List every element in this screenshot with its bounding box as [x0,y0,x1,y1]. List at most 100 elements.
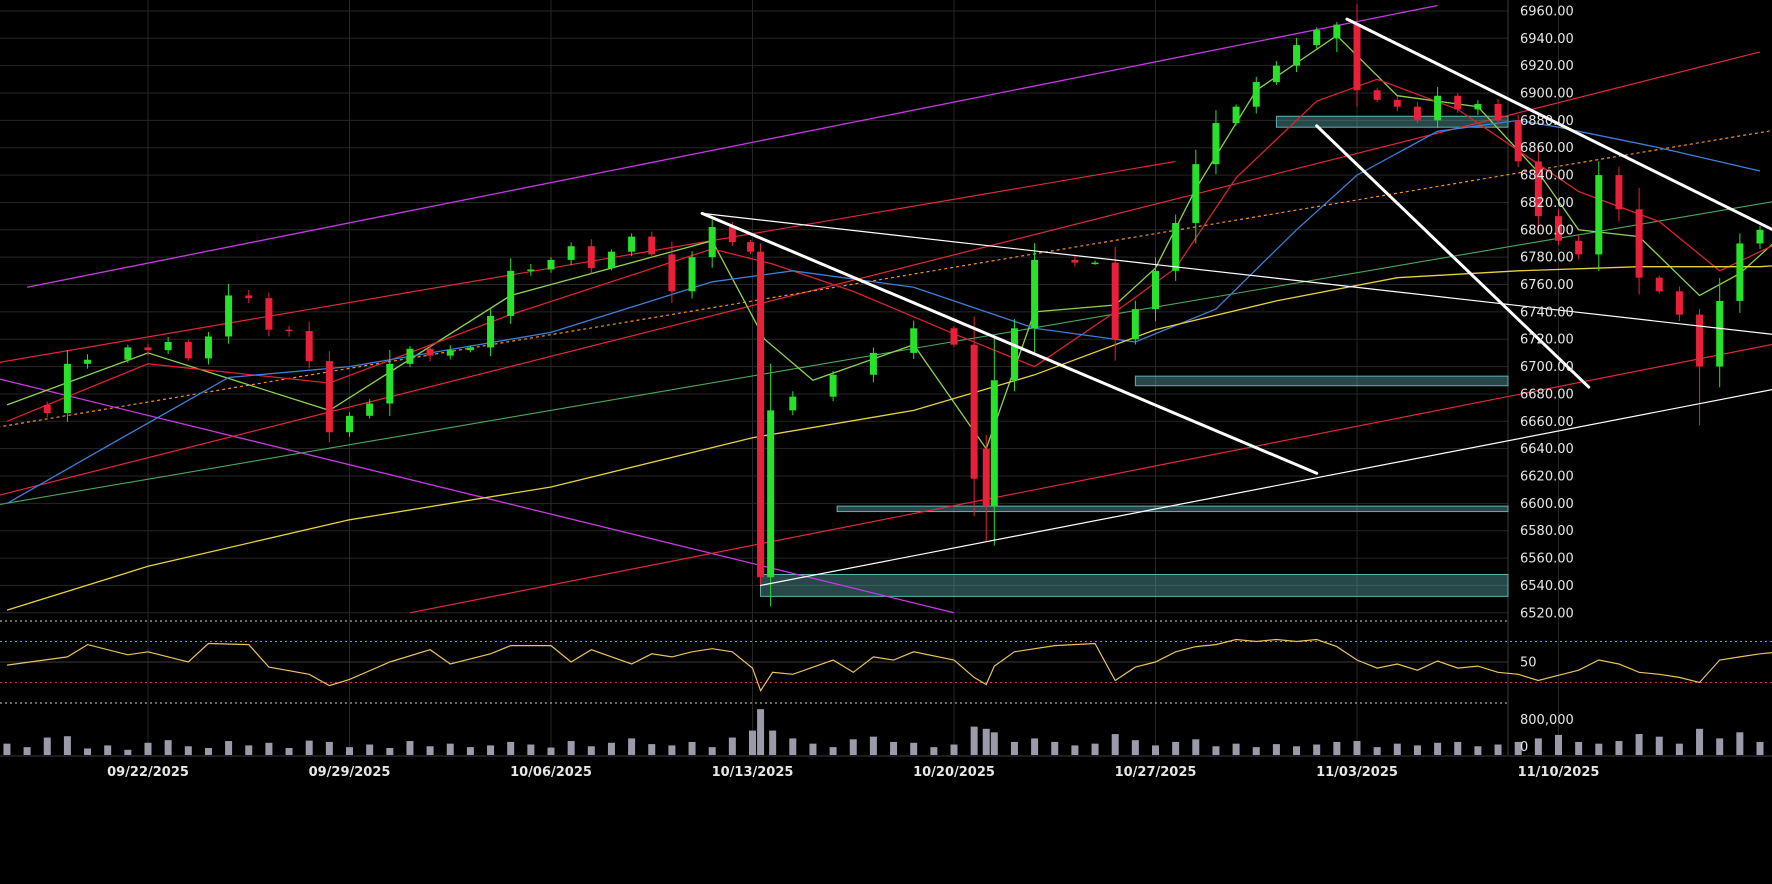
volume-bar [1192,739,1200,755]
price-tick-label: 6740.00 [1520,305,1574,320]
candle-up [507,270,515,316]
volume-bar [1010,741,1018,755]
candle-up [1152,270,1159,310]
candle-down [1615,175,1623,210]
candle-down [728,227,736,243]
candle-up [789,396,797,411]
volume-bar [1333,741,1341,755]
volume-bar [708,747,716,755]
volume-bar [607,742,615,755]
volume-bar [346,747,353,755]
candle-down [144,347,152,351]
date-tick-label: 10/06/2025 [510,765,592,780]
price-tick-label: 6660.00 [1520,415,1574,430]
candle-up [124,347,132,360]
candle-down [1514,120,1522,162]
candle-down [1534,161,1542,217]
price-tick-label: 6880.00 [1520,114,1574,129]
volume-bar [1615,741,1623,755]
price-tick-label: 6840.00 [1520,169,1574,184]
candle-up [84,359,92,364]
volume-bar [1172,741,1180,755]
candle-up [1293,45,1301,66]
volume-bar [1232,743,1240,755]
candle-up [547,259,555,270]
volume-bar [325,741,333,755]
candle-up [1756,229,1764,244]
volume-bar [1756,741,1764,755]
candle-up [406,348,414,364]
candle-up [1091,262,1099,265]
price-tick-label: 6760.00 [1520,278,1574,293]
volume-bar [1373,747,1381,755]
candle-up [527,269,535,271]
volume-bar [769,730,777,755]
volume-bar [910,742,918,755]
volume-bar [1454,741,1462,755]
trendline-white [700,211,1319,475]
volume-bar [688,741,696,755]
volume-bar [789,738,797,755]
price-tick-label: 6940.00 [1520,32,1574,47]
candle-up [1192,164,1200,223]
volume-bar [265,742,273,755]
volume-bar [1675,743,1683,755]
candle-up [1131,309,1139,340]
candle-down [757,251,765,578]
candle-up [1272,65,1280,83]
volume-bar [970,726,978,755]
candle-up [1434,95,1442,121]
volume-bar [1031,738,1039,755]
grid [0,0,1772,757]
price-tick-label: 6680.00 [1520,387,1574,402]
volume-bar [1716,738,1724,755]
date-tick-label: 09/29/2025 [309,765,391,780]
volume-bar [1071,745,1079,755]
volume-bar [426,746,434,755]
candle-up [1172,222,1180,271]
price-tick-label: 6620.00 [1520,470,1574,485]
volume-bar [124,749,132,755]
candle-down [970,344,978,479]
candle-down [1353,24,1361,91]
volume-bar [446,743,454,755]
volume-bar [1474,746,1482,755]
volume-bar [305,740,313,755]
candle-up [204,336,212,359]
volume-bar [567,741,575,755]
price-tick-label: 6600.00 [1520,497,1574,512]
candle-down [1675,291,1683,315]
volume-bar [245,745,253,755]
volume-bar [1152,745,1159,755]
volume-bar [1413,745,1421,755]
price-tick-label: 6520.00 [1520,606,1574,621]
volume-bar [1575,741,1583,755]
volume-bar [1111,734,1119,755]
volume-bar [507,741,515,755]
rsi-tick-label: 50 [1520,656,1537,671]
candle-down [1696,314,1704,367]
price-tick-label: 6960.00 [1520,4,1574,19]
volume-bar [982,728,990,755]
candle-up [466,347,474,351]
candle-down [43,404,51,414]
date-tick-label: 11/10/2025 [1518,765,1600,780]
candle-down [1555,216,1562,241]
candle-up [688,257,696,292]
candle-up [990,380,998,507]
volume-bar [749,730,756,755]
candle-up [346,415,353,433]
candle-up [767,410,775,578]
candle-down [245,295,253,299]
candle-up [1031,259,1039,329]
price-tick-label: 6820.00 [1520,196,1574,211]
candle-up [1010,328,1018,381]
price-tick-label: 6640.00 [1520,442,1574,457]
candle-up [1313,30,1321,46]
candle-down [1494,103,1502,121]
candle-up [567,246,575,260]
channel-line-magenta [0,378,955,614]
volume-bar [547,747,555,755]
support-zone [1275,115,1509,128]
